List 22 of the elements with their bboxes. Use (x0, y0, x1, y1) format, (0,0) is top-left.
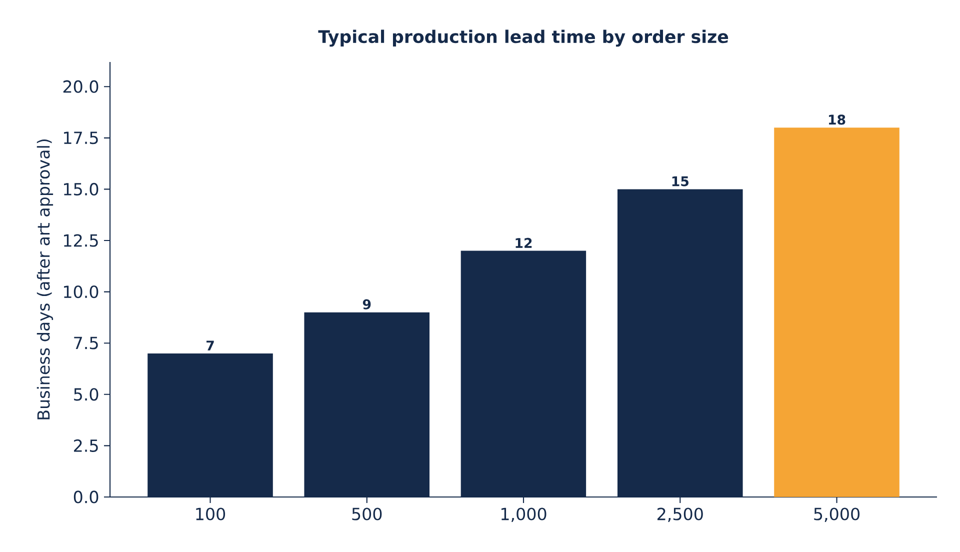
y-tick-label: 20.0 (63, 80, 98, 93)
data-label: 7 (206, 340, 214, 350)
y-tick-label: 10.0 (64, 285, 98, 298)
data-label: 9 (362, 299, 371, 310)
y-tick-label: 17.5 (64, 132, 98, 144)
data-label: 15 (672, 176, 688, 186)
x-tick-label: 2,500 (657, 508, 703, 522)
y-axis-title: Business days (after art approval) (36, 139, 54, 420)
y-tick-label: 12.5 (64, 234, 98, 247)
x-tick-label: 100 (196, 508, 226, 520)
bar (774, 128, 900, 497)
y-tick-label: 5.0 (74, 388, 98, 401)
chart-title: Typical production lead time by order size (318, 30, 728, 47)
data-label: 12 (516, 238, 532, 248)
x-tick-label: 1,000 (501, 508, 546, 522)
x-tick-label: 5,000 (814, 508, 860, 522)
y-tick-label: 15.0 (64, 182, 98, 196)
y-tick-label: 0.0 (74, 490, 98, 504)
y-tick-label: 2.5 (74, 439, 98, 452)
y-tick-label: 7.5 (74, 336, 98, 350)
x-tick-label: 500 (352, 508, 382, 520)
data-label: 18 (828, 114, 846, 125)
